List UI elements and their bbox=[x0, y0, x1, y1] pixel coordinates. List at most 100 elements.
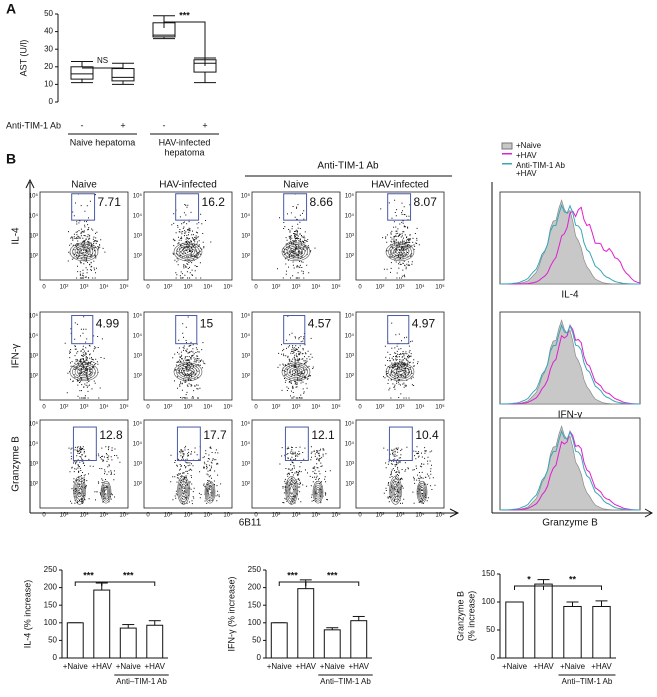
bar bbox=[563, 605, 582, 659]
contour bbox=[69, 362, 99, 382]
x-tick-label: 10⁵ bbox=[119, 284, 129, 291]
legend-swatch bbox=[501, 142, 513, 150]
bar bbox=[119, 627, 137, 659]
flow-plot bbox=[143, 191, 233, 281]
x-tick-label: 10³ bbox=[184, 405, 193, 411]
contour bbox=[183, 369, 193, 375]
y-tick-label: 10³ bbox=[241, 354, 250, 360]
contour bbox=[205, 482, 215, 502]
gate bbox=[71, 193, 96, 221]
x-tick-label: 0 bbox=[42, 513, 46, 519]
gate bbox=[71, 315, 94, 345]
contour bbox=[385, 242, 415, 262]
y-tick-label: 10² bbox=[29, 374, 38, 380]
y-tick-label: 10⁵ bbox=[345, 421, 355, 428]
y-tick-label: 10² bbox=[241, 254, 250, 260]
contour bbox=[73, 476, 86, 505]
annotation: ** bbox=[569, 574, 577, 584]
contour bbox=[75, 481, 84, 500]
x-tick-label: +HAV bbox=[91, 662, 112, 671]
x-tick-label: + bbox=[202, 120, 207, 130]
y-axis-label: IL-4 (% increase) bbox=[22, 580, 32, 649]
x-tick-label: 10⁵ bbox=[223, 512, 233, 519]
gate-value: 8.66 bbox=[310, 195, 334, 209]
contour bbox=[312, 480, 324, 504]
x-tick-label: 10³ bbox=[396, 513, 405, 519]
x-tick-label: 10³ bbox=[80, 513, 89, 519]
gate-value: 4.57 bbox=[308, 317, 332, 331]
contour bbox=[72, 244, 96, 260]
y-tick-label: 10⁴ bbox=[241, 333, 251, 340]
y-tick-label: 150 bbox=[44, 600, 58, 609]
x-tick-label: 10⁴ bbox=[203, 512, 213, 519]
contour bbox=[74, 365, 94, 378]
contour bbox=[177, 476, 190, 505]
bar bbox=[270, 622, 288, 659]
x-tick-label: 10⁴ bbox=[99, 284, 109, 291]
contour bbox=[314, 484, 322, 500]
contour bbox=[77, 486, 82, 495]
annotation: * bbox=[527, 574, 531, 584]
column-header: Anti-TIM-1 Ab bbox=[317, 161, 379, 172]
y-tick-label: 10³ bbox=[241, 462, 250, 468]
x-tick-label: 10³ bbox=[80, 405, 89, 411]
x-tick-label: +HAV bbox=[144, 662, 165, 671]
y-tick-label: 10⁵ bbox=[345, 313, 355, 320]
contour bbox=[286, 478, 297, 503]
bar bbox=[146, 624, 164, 659]
gate bbox=[176, 426, 201, 461]
y-tick-label: 10⁵ bbox=[133, 193, 143, 200]
x-tick-label: 10⁴ bbox=[99, 404, 109, 411]
bar bbox=[350, 620, 368, 659]
y-tick-label: 250 bbox=[248, 565, 262, 574]
legend-label: +HAV bbox=[516, 151, 537, 160]
gate bbox=[175, 193, 200, 221]
x-tick-label: 10² bbox=[164, 285, 173, 291]
bar bbox=[592, 605, 611, 659]
y-tick-label: 100 bbox=[44, 618, 58, 627]
contour bbox=[183, 249, 193, 255]
contour bbox=[419, 486, 425, 498]
x-tick-label: +Naive bbox=[116, 662, 142, 671]
x-tick-label: + bbox=[120, 120, 125, 130]
x-tick-label: 10³ bbox=[80, 285, 89, 291]
contour bbox=[391, 481, 400, 500]
contour bbox=[173, 362, 203, 382]
column-header: HAV-infected bbox=[371, 180, 429, 191]
x-tick-label: 10² bbox=[376, 405, 385, 411]
contour bbox=[284, 364, 308, 380]
x-tick-label: 10⁴ bbox=[415, 404, 425, 411]
contour bbox=[393, 247, 407, 257]
flow-events bbox=[277, 315, 314, 399]
flow-events bbox=[383, 322, 419, 399]
legend-label: +Naive bbox=[516, 141, 542, 150]
gate bbox=[387, 193, 412, 221]
gate-value: 16.2 bbox=[202, 195, 226, 209]
flow-events bbox=[68, 446, 121, 504]
contour bbox=[281, 362, 311, 382]
gate bbox=[387, 315, 410, 345]
histogram-curve bbox=[500, 319, 640, 405]
y-tick-label: 10⁴ bbox=[133, 333, 143, 340]
y-tick-label: 10⁴ bbox=[241, 213, 251, 220]
y-tick-label: 10⁵ bbox=[241, 193, 251, 200]
contour bbox=[104, 488, 108, 496]
x-tick-label: 10² bbox=[272, 405, 281, 411]
gate-value: 10.4 bbox=[415, 428, 439, 442]
y-tick-label: 100 bbox=[482, 597, 496, 606]
y-tick-label: 10² bbox=[133, 482, 142, 488]
y-tick-label: 10⁵ bbox=[241, 313, 251, 320]
y-tick-label: 10³ bbox=[241, 234, 250, 240]
y-tick-label: 50 bbox=[44, 9, 53, 18]
y-tick-label: 50 bbox=[486, 625, 495, 634]
contour bbox=[79, 249, 89, 255]
y-tick-label: 10⁵ bbox=[29, 313, 39, 320]
arrow-head bbox=[449, 508, 460, 518]
y-tick-label: 10² bbox=[29, 254, 38, 260]
contour bbox=[289, 247, 303, 257]
x-tick-label: +Naive bbox=[267, 662, 293, 671]
y-tick-label: 10⁴ bbox=[345, 333, 355, 340]
x-tick-label: 10² bbox=[376, 285, 385, 291]
y-tick-label: 250 bbox=[44, 565, 58, 574]
y-tick-label: 10² bbox=[345, 254, 354, 260]
